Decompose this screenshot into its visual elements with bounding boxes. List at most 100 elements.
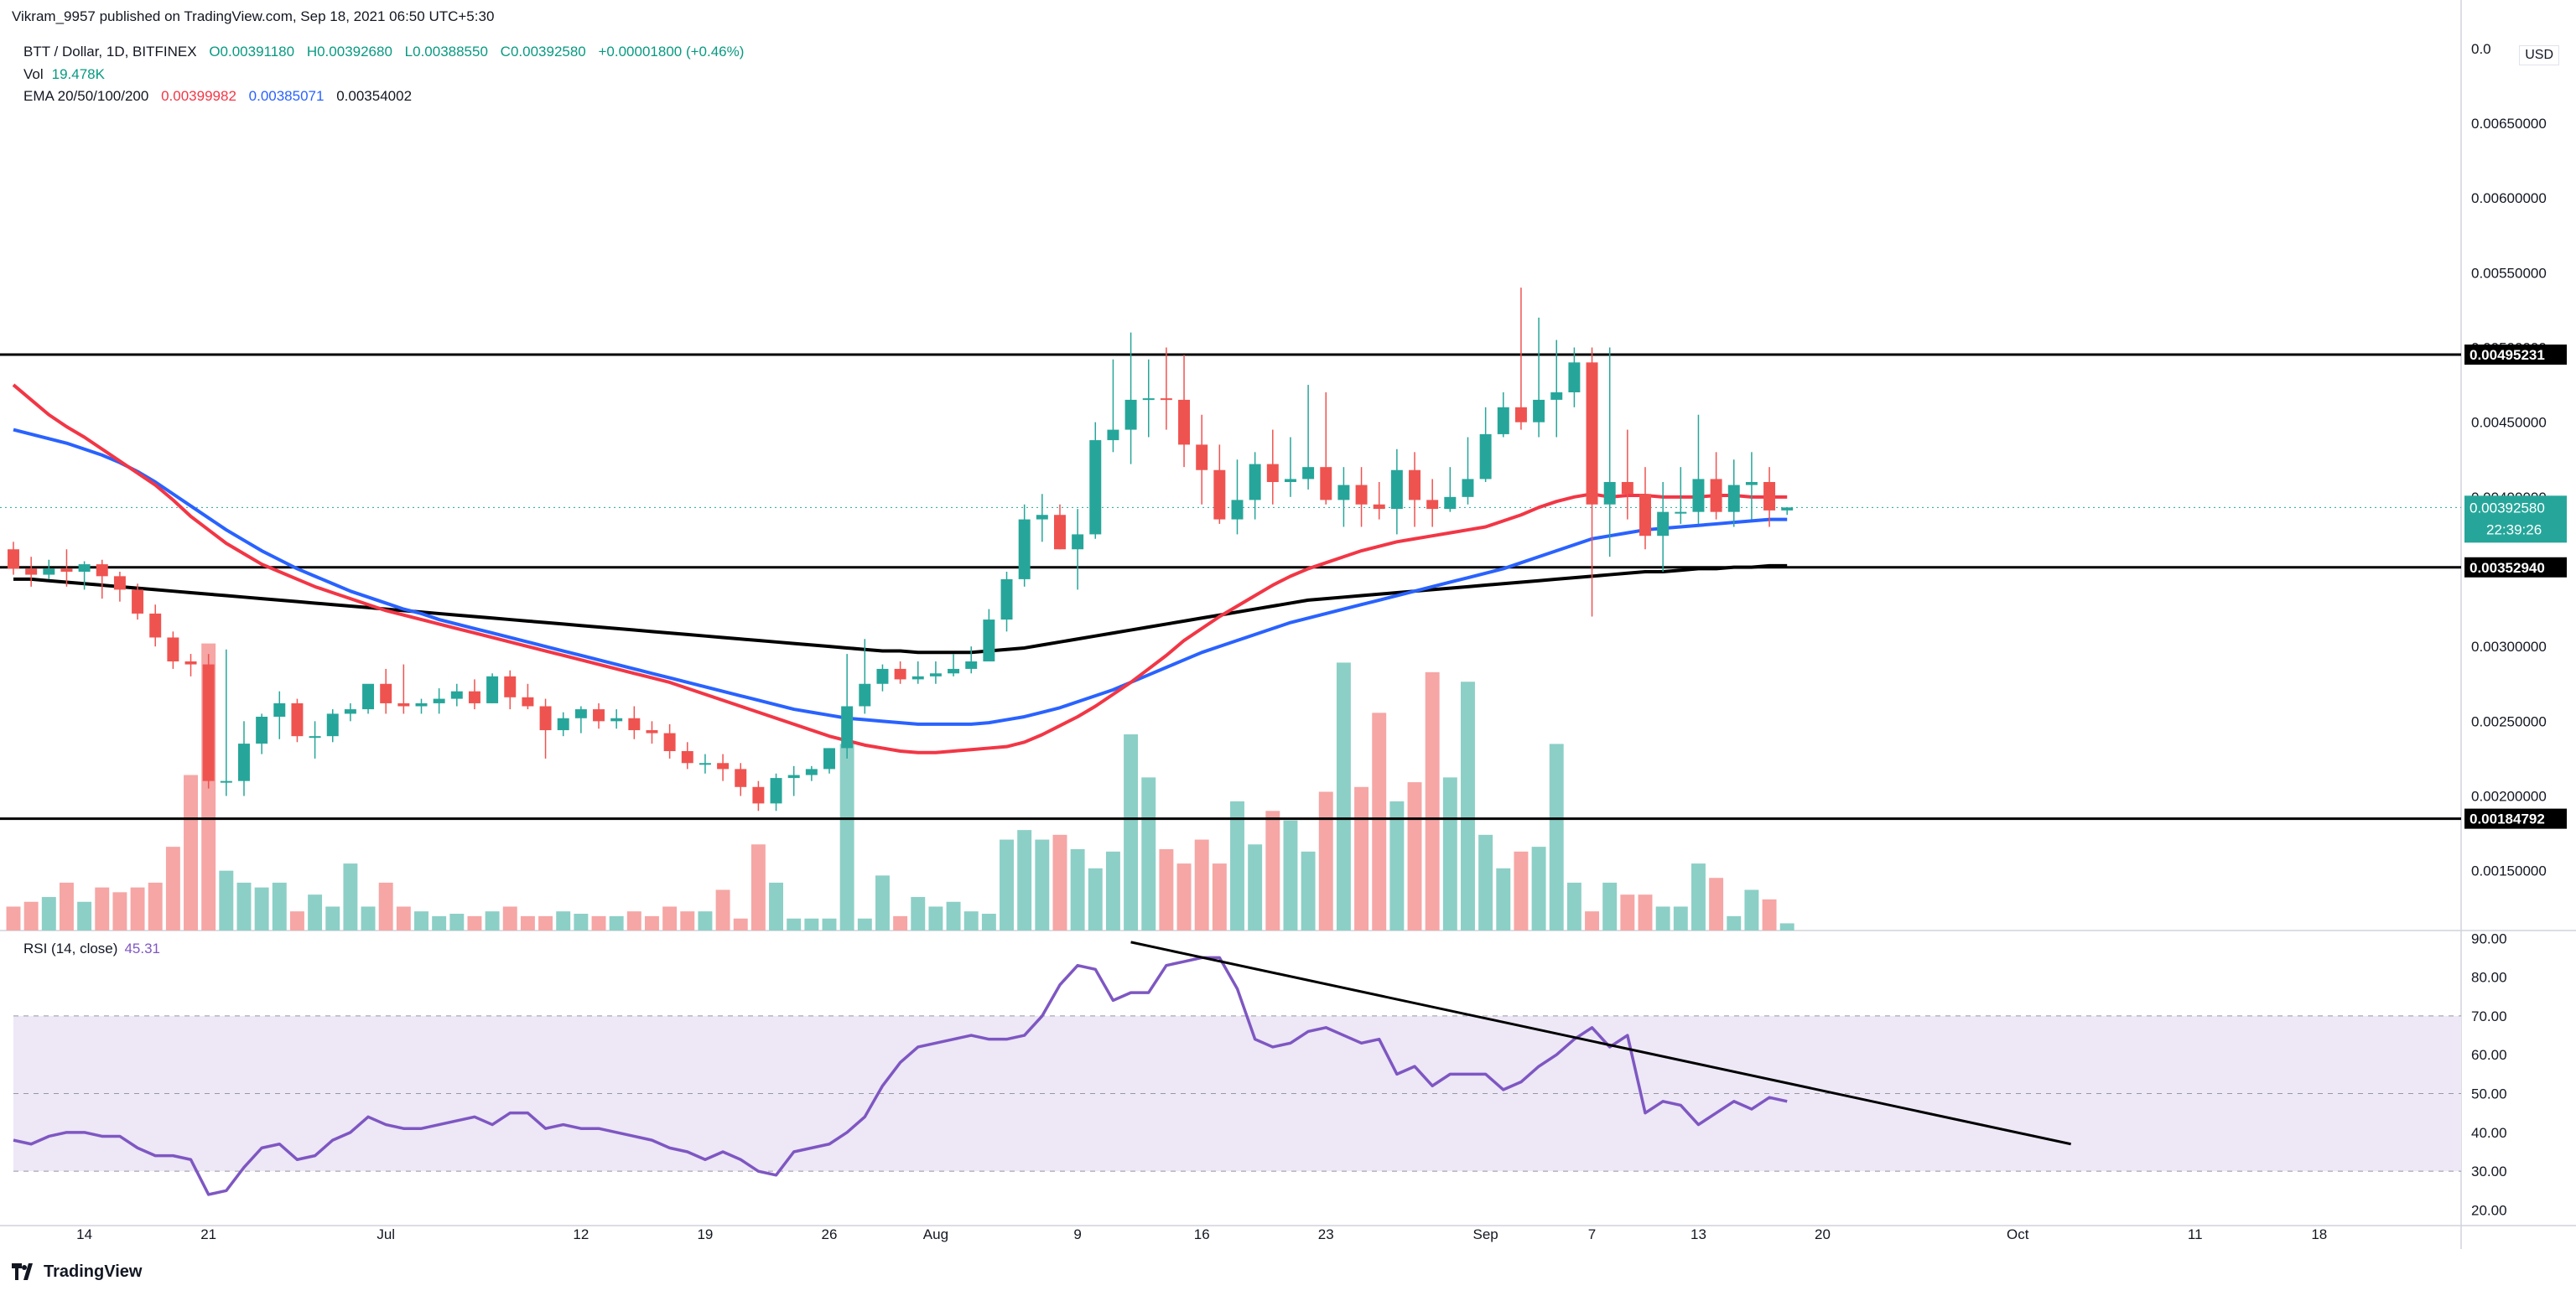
time-tick-label: 26 [822, 1226, 838, 1242]
candle-body [468, 691, 480, 703]
time-tick-label: Aug [923, 1226, 948, 1242]
candle-body [1586, 362, 1598, 505]
volume-bar [432, 915, 447, 931]
volume-bar [272, 882, 287, 931]
volume-bar [1549, 744, 1564, 931]
symbol-name[interactable]: BTT / Dollar, 1D, BITFINEX [23, 44, 197, 60]
currency-label[interactable]: USD [2519, 45, 2559, 65]
volume-bar [626, 911, 641, 931]
candle-body [380, 683, 392, 703]
volume-bar [1514, 851, 1529, 931]
candle-body [965, 661, 978, 669]
rsi-tick-label: 80.00 [2471, 970, 2507, 986]
volume-bar [1690, 863, 1706, 931]
volume-bar [396, 906, 411, 931]
candle-body [717, 763, 730, 770]
volume-bar [1194, 839, 1209, 931]
volume-bar [750, 844, 766, 931]
rsi-tick-label: 90.00 [2471, 931, 2507, 946]
ema-label[interactable]: EMA 20/50/100/200 [23, 88, 149, 104]
candle-body [237, 744, 250, 781]
rsi-legend: RSI (14, close) 45.31 [23, 941, 160, 957]
volume-bar [609, 915, 624, 931]
ohlc-open: O0.00391180 [209, 44, 295, 60]
volume-bar [1052, 834, 1067, 931]
candle-body [1196, 444, 1208, 470]
candle-body [291, 702, 304, 737]
candle-body [397, 702, 410, 707]
candle-body [433, 698, 445, 703]
tradingview-logo[interactable]: TradingView [12, 1262, 142, 1282]
candle-body [1036, 515, 1048, 520]
candle-body [983, 619, 995, 661]
candle-body [184, 661, 197, 665]
volume-bar [1602, 882, 1618, 931]
volume-bar [1673, 906, 1688, 931]
candle-body [805, 769, 818, 775]
candle-body [1409, 469, 1421, 500]
volume-bar [112, 892, 127, 931]
candle-body [1178, 399, 1191, 445]
volume-bar [1088, 868, 1103, 931]
candle-body [486, 676, 499, 703]
volume-bar [1035, 839, 1050, 931]
volume-bar [1372, 713, 1387, 931]
candle-body [539, 706, 552, 731]
rsi-tick-label: 60.00 [2471, 1047, 2507, 1063]
candle-body [326, 713, 339, 737]
volume-bar [165, 847, 180, 931]
volume-bar [875, 875, 890, 931]
last-price-bg [2464, 495, 2567, 543]
candle-body [273, 702, 286, 717]
volume-bar [1727, 915, 1742, 931]
volume-bar [1585, 911, 1600, 931]
candle-body [78, 564, 91, 572]
volume-bar [1566, 882, 1581, 931]
rsi-label[interactable]: RSI (14, close) [23, 941, 118, 956]
candle-body [948, 668, 960, 674]
volume-bar [556, 911, 571, 931]
candle-body [1284, 479, 1296, 482]
candle-body [1124, 399, 1137, 430]
volume-bar [1283, 820, 1298, 931]
volume-bar [1407, 782, 1422, 931]
volume-bar [804, 918, 819, 931]
volume-bar [1141, 777, 1156, 931]
candle-body [646, 730, 658, 734]
candle-body [1781, 507, 1794, 511]
volume-label[interactable]: Vol [23, 66, 44, 82]
candle-body [415, 702, 428, 707]
candle-body [504, 676, 517, 697]
candle-body [1053, 515, 1066, 550]
volume-bar [1124, 734, 1139, 931]
time-tick-label: 19 [697, 1226, 713, 1242]
volume-bar [95, 887, 110, 931]
volume-bar [1017, 830, 1032, 931]
countdown-label: 22:39:26 [2486, 521, 2542, 537]
time-tick-label: 12 [573, 1226, 589, 1242]
volume-bar [1248, 844, 1263, 931]
ohlc-change: +0.00001800 (+0.46%) [598, 44, 745, 60]
volume-bar [254, 887, 269, 931]
candle-body [113, 576, 126, 590]
candle-body [362, 683, 375, 710]
candle-body [309, 736, 321, 739]
candle-body [699, 763, 711, 765]
candle-body [25, 568, 38, 575]
ema200-line [13, 563, 1788, 655]
rsi-tick-label: 40.00 [2471, 1125, 2507, 1141]
rsi-trendline [1130, 941, 2071, 1146]
candle-body [1337, 485, 1350, 500]
candle-body [610, 718, 623, 722]
volume-bar [1105, 851, 1120, 931]
candle-body [894, 668, 906, 680]
candle-body [1745, 482, 1758, 485]
volume-bar [289, 911, 304, 931]
volume-bar [41, 897, 56, 931]
time-tick-label: 14 [76, 1226, 92, 1242]
candle-body [256, 716, 268, 744]
level-label-bg [2464, 808, 2567, 829]
volume-bar [1389, 801, 1405, 931]
candle-body [344, 709, 356, 714]
